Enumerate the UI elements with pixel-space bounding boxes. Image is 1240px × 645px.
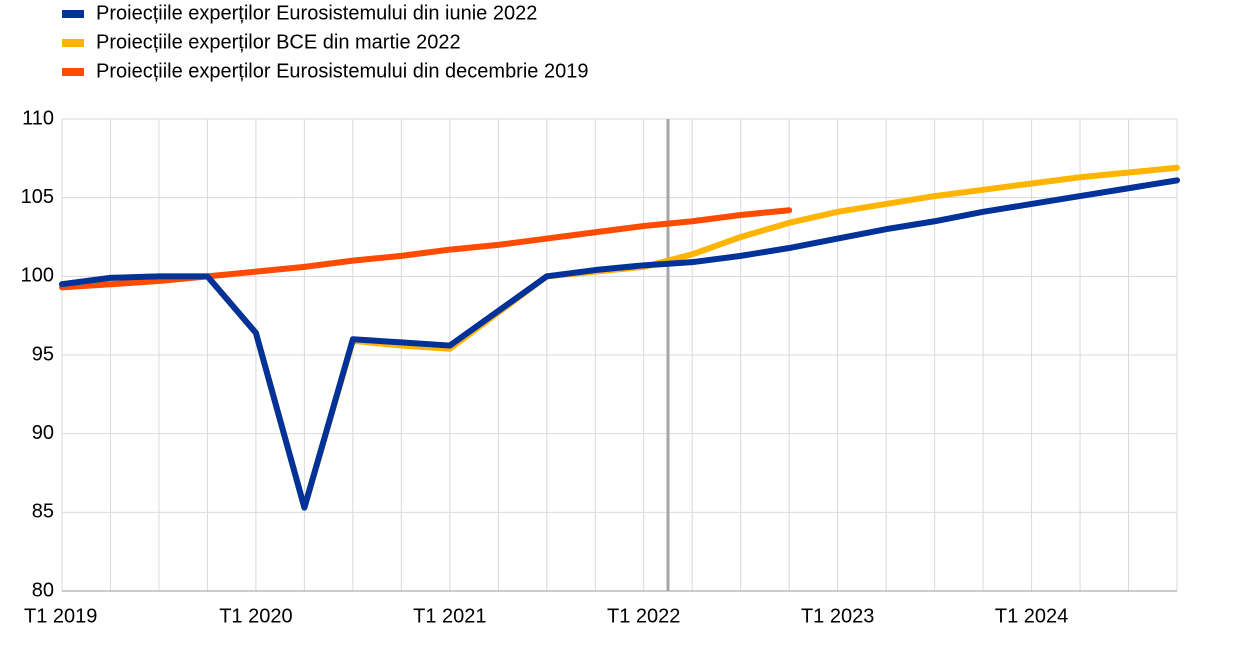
x-tick-label: T1 2023 [801, 605, 874, 627]
x-tick-label: T1 2020 [219, 605, 292, 627]
series-line [59, 177, 1180, 511]
x-tick-label: T1 2022 [607, 605, 680, 627]
y-tick-label: 110 [22, 107, 54, 129]
y-tick-label: 80 [32, 579, 54, 601]
x-tick-label: T1 2021 [413, 605, 486, 627]
legend-swatch [62, 68, 84, 76]
legend-label: Proiecțiile experților Eurosistemului di… [96, 60, 588, 82]
y-tick-label: 85 [32, 501, 54, 523]
series-line [59, 164, 1180, 511]
x-tick-label: T1 2024 [995, 605, 1068, 627]
x-tick-label: T1 2019 [24, 605, 97, 627]
y-tick-label: 105 [21, 186, 54, 208]
legend-label: Proiecțiile experților Eurosistemului di… [96, 2, 537, 24]
y-tick-label: 95 [32, 343, 54, 365]
y-tick-label: 100 [21, 265, 54, 287]
legend-swatch [62, 10, 84, 18]
y-tick-label: 90 [32, 422, 54, 444]
legend-swatch [62, 39, 84, 47]
legend-label: Proiecțiile experților BCE din martie 20… [96, 31, 461, 53]
